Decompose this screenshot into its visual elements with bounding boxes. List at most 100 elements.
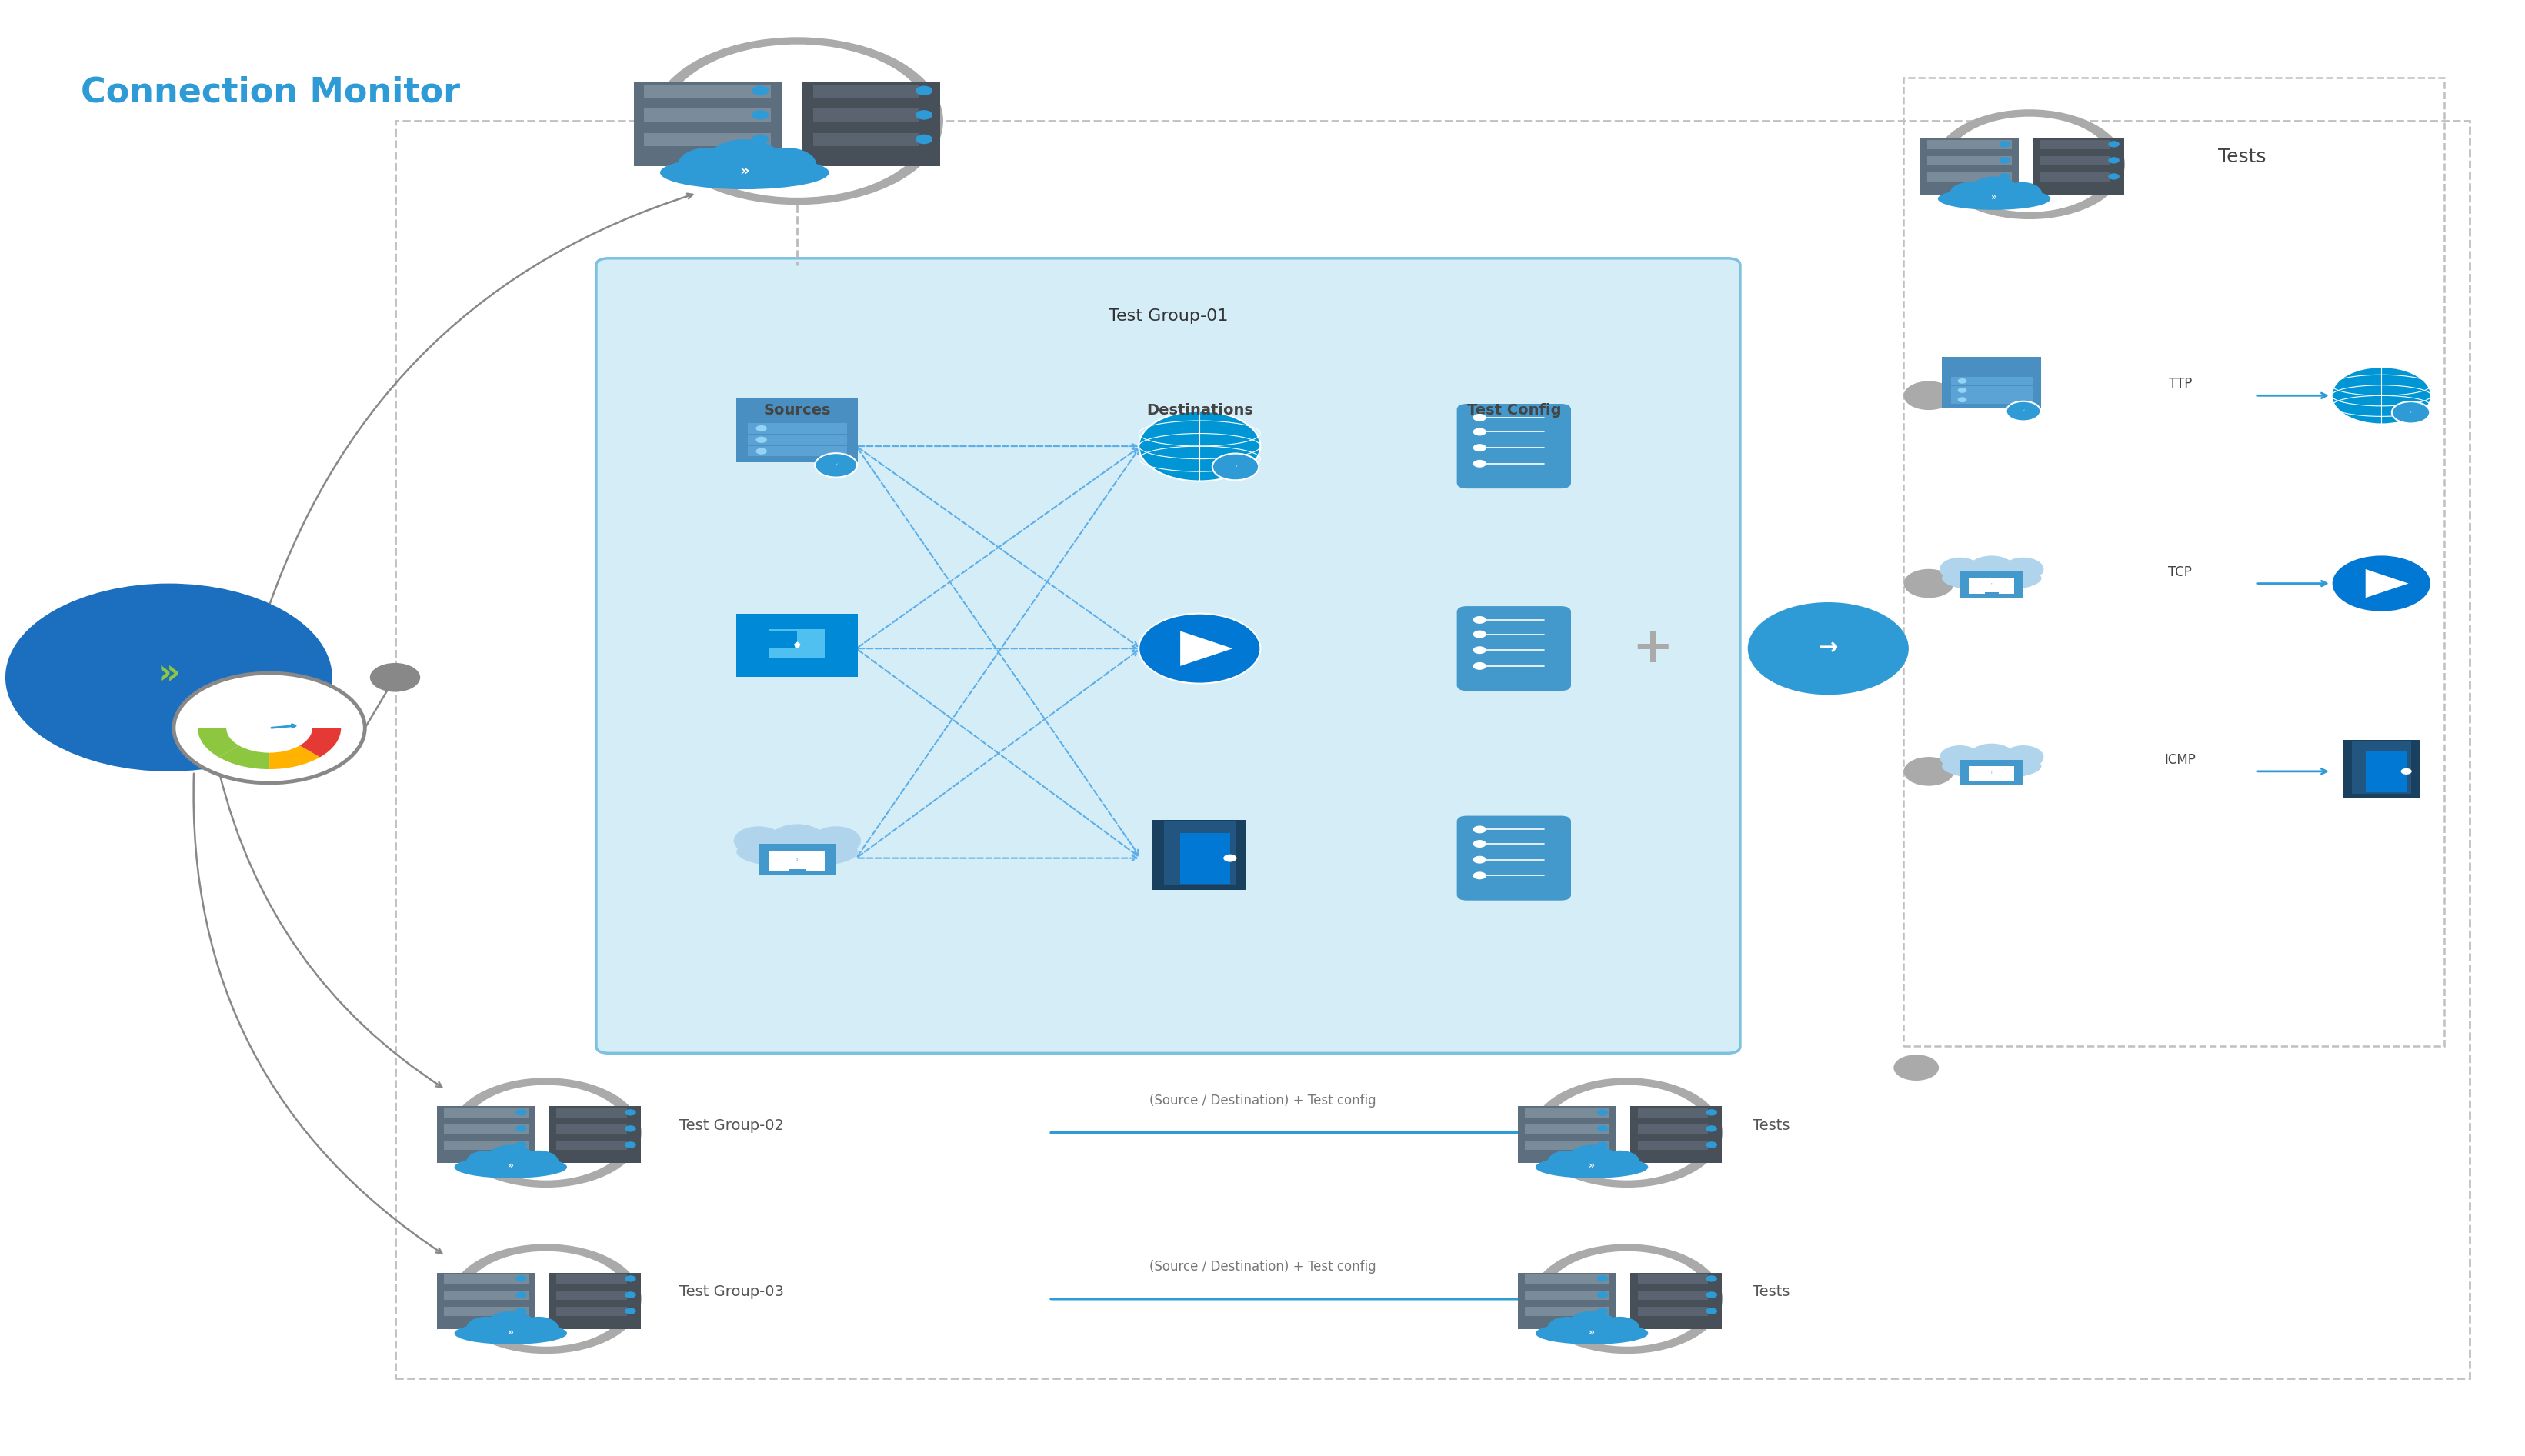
Circle shape <box>2331 555 2432 612</box>
Circle shape <box>707 140 783 182</box>
FancyBboxPatch shape <box>556 1142 626 1150</box>
Text: »: » <box>1588 1326 1596 1337</box>
FancyBboxPatch shape <box>770 852 826 871</box>
FancyBboxPatch shape <box>2366 750 2406 792</box>
Circle shape <box>624 1109 636 1115</box>
Circle shape <box>1904 381 1954 411</box>
FancyBboxPatch shape <box>1942 357 2040 409</box>
FancyBboxPatch shape <box>752 630 798 648</box>
Text: »: » <box>508 1160 513 1171</box>
Ellipse shape <box>454 1322 568 1344</box>
Circle shape <box>515 1291 528 1299</box>
FancyBboxPatch shape <box>444 1108 528 1117</box>
Text: TCP: TCP <box>2169 565 2192 579</box>
FancyBboxPatch shape <box>1639 1274 1707 1284</box>
Circle shape <box>1596 1291 1608 1299</box>
Text: (Source / Destination) + Test config: (Source / Destination) + Test config <box>1149 1261 1376 1274</box>
Circle shape <box>2331 367 2432 424</box>
Ellipse shape <box>1942 565 2040 591</box>
Circle shape <box>679 147 737 182</box>
Polygon shape <box>2366 569 2409 598</box>
Text: »: » <box>740 163 750 178</box>
FancyBboxPatch shape <box>813 109 919 122</box>
FancyBboxPatch shape <box>737 399 859 462</box>
Circle shape <box>1904 757 1954 786</box>
Circle shape <box>467 1316 505 1340</box>
Circle shape <box>1212 453 1260 480</box>
FancyBboxPatch shape <box>1525 1124 1608 1134</box>
FancyBboxPatch shape <box>1927 156 2012 165</box>
Circle shape <box>1533 1243 1722 1354</box>
Circle shape <box>1472 428 1487 435</box>
Circle shape <box>1747 603 1909 695</box>
Circle shape <box>1568 1310 1616 1340</box>
FancyBboxPatch shape <box>1631 1273 1722 1329</box>
FancyBboxPatch shape <box>1164 821 1235 885</box>
FancyBboxPatch shape <box>1985 593 1997 598</box>
Text: ICMP: ICMP <box>2164 753 2197 767</box>
Circle shape <box>1533 1077 1722 1188</box>
FancyBboxPatch shape <box>634 82 783 166</box>
FancyBboxPatch shape <box>444 1124 528 1134</box>
Circle shape <box>515 1142 528 1149</box>
FancyBboxPatch shape <box>747 435 846 446</box>
FancyBboxPatch shape <box>1952 377 2033 386</box>
Circle shape <box>2000 141 2010 147</box>
Text: (Source / Destination) + Test config: (Source / Destination) + Test config <box>1149 1093 1376 1108</box>
Text: TTP: TTP <box>2169 377 2192 392</box>
Wedge shape <box>197 728 270 757</box>
Circle shape <box>2002 182 2043 205</box>
FancyBboxPatch shape <box>1952 386 2033 395</box>
Circle shape <box>1548 1316 1586 1340</box>
Ellipse shape <box>1937 188 2050 210</box>
Text: ⬟: ⬟ <box>793 642 800 649</box>
Circle shape <box>1472 444 1487 451</box>
Circle shape <box>755 437 768 443</box>
Circle shape <box>1957 387 1967 393</box>
Circle shape <box>449 1077 641 1188</box>
Circle shape <box>2002 558 2043 581</box>
FancyBboxPatch shape <box>1525 1274 1608 1284</box>
Circle shape <box>1472 616 1487 623</box>
FancyBboxPatch shape <box>1970 578 2015 594</box>
Circle shape <box>515 1125 528 1131</box>
Circle shape <box>1947 116 2113 213</box>
Circle shape <box>1548 1150 1586 1174</box>
Circle shape <box>462 1085 629 1181</box>
Ellipse shape <box>1942 753 2040 779</box>
FancyBboxPatch shape <box>813 132 919 147</box>
Circle shape <box>1904 569 1954 598</box>
Circle shape <box>1596 1307 1608 1315</box>
Text: Test Group-01: Test Group-01 <box>1108 309 1227 323</box>
Circle shape <box>917 86 932 96</box>
Circle shape <box>624 1307 636 1315</box>
Circle shape <box>1949 182 1990 205</box>
Circle shape <box>174 673 366 783</box>
FancyBboxPatch shape <box>1151 820 1247 890</box>
FancyBboxPatch shape <box>788 869 805 875</box>
Circle shape <box>1139 613 1260 683</box>
Circle shape <box>664 44 932 198</box>
Polygon shape <box>1179 630 1232 665</box>
Circle shape <box>1967 744 2015 770</box>
Circle shape <box>371 662 419 692</box>
FancyBboxPatch shape <box>803 82 939 166</box>
Text: »: » <box>157 657 179 690</box>
FancyBboxPatch shape <box>644 84 770 98</box>
FancyBboxPatch shape <box>1927 172 2012 182</box>
Circle shape <box>2002 745 2043 769</box>
Ellipse shape <box>659 156 828 189</box>
Circle shape <box>1939 745 1980 769</box>
FancyBboxPatch shape <box>747 446 846 456</box>
Ellipse shape <box>1535 1322 1649 1344</box>
FancyBboxPatch shape <box>644 132 770 147</box>
FancyBboxPatch shape <box>1952 396 2033 403</box>
FancyBboxPatch shape <box>1179 833 1230 884</box>
Text: Connection Monitor: Connection Monitor <box>81 76 460 109</box>
Circle shape <box>462 1251 629 1347</box>
Circle shape <box>2108 173 2118 179</box>
Text: »: » <box>1992 192 1997 202</box>
Circle shape <box>755 425 768 431</box>
Circle shape <box>758 147 816 182</box>
Circle shape <box>816 453 856 478</box>
